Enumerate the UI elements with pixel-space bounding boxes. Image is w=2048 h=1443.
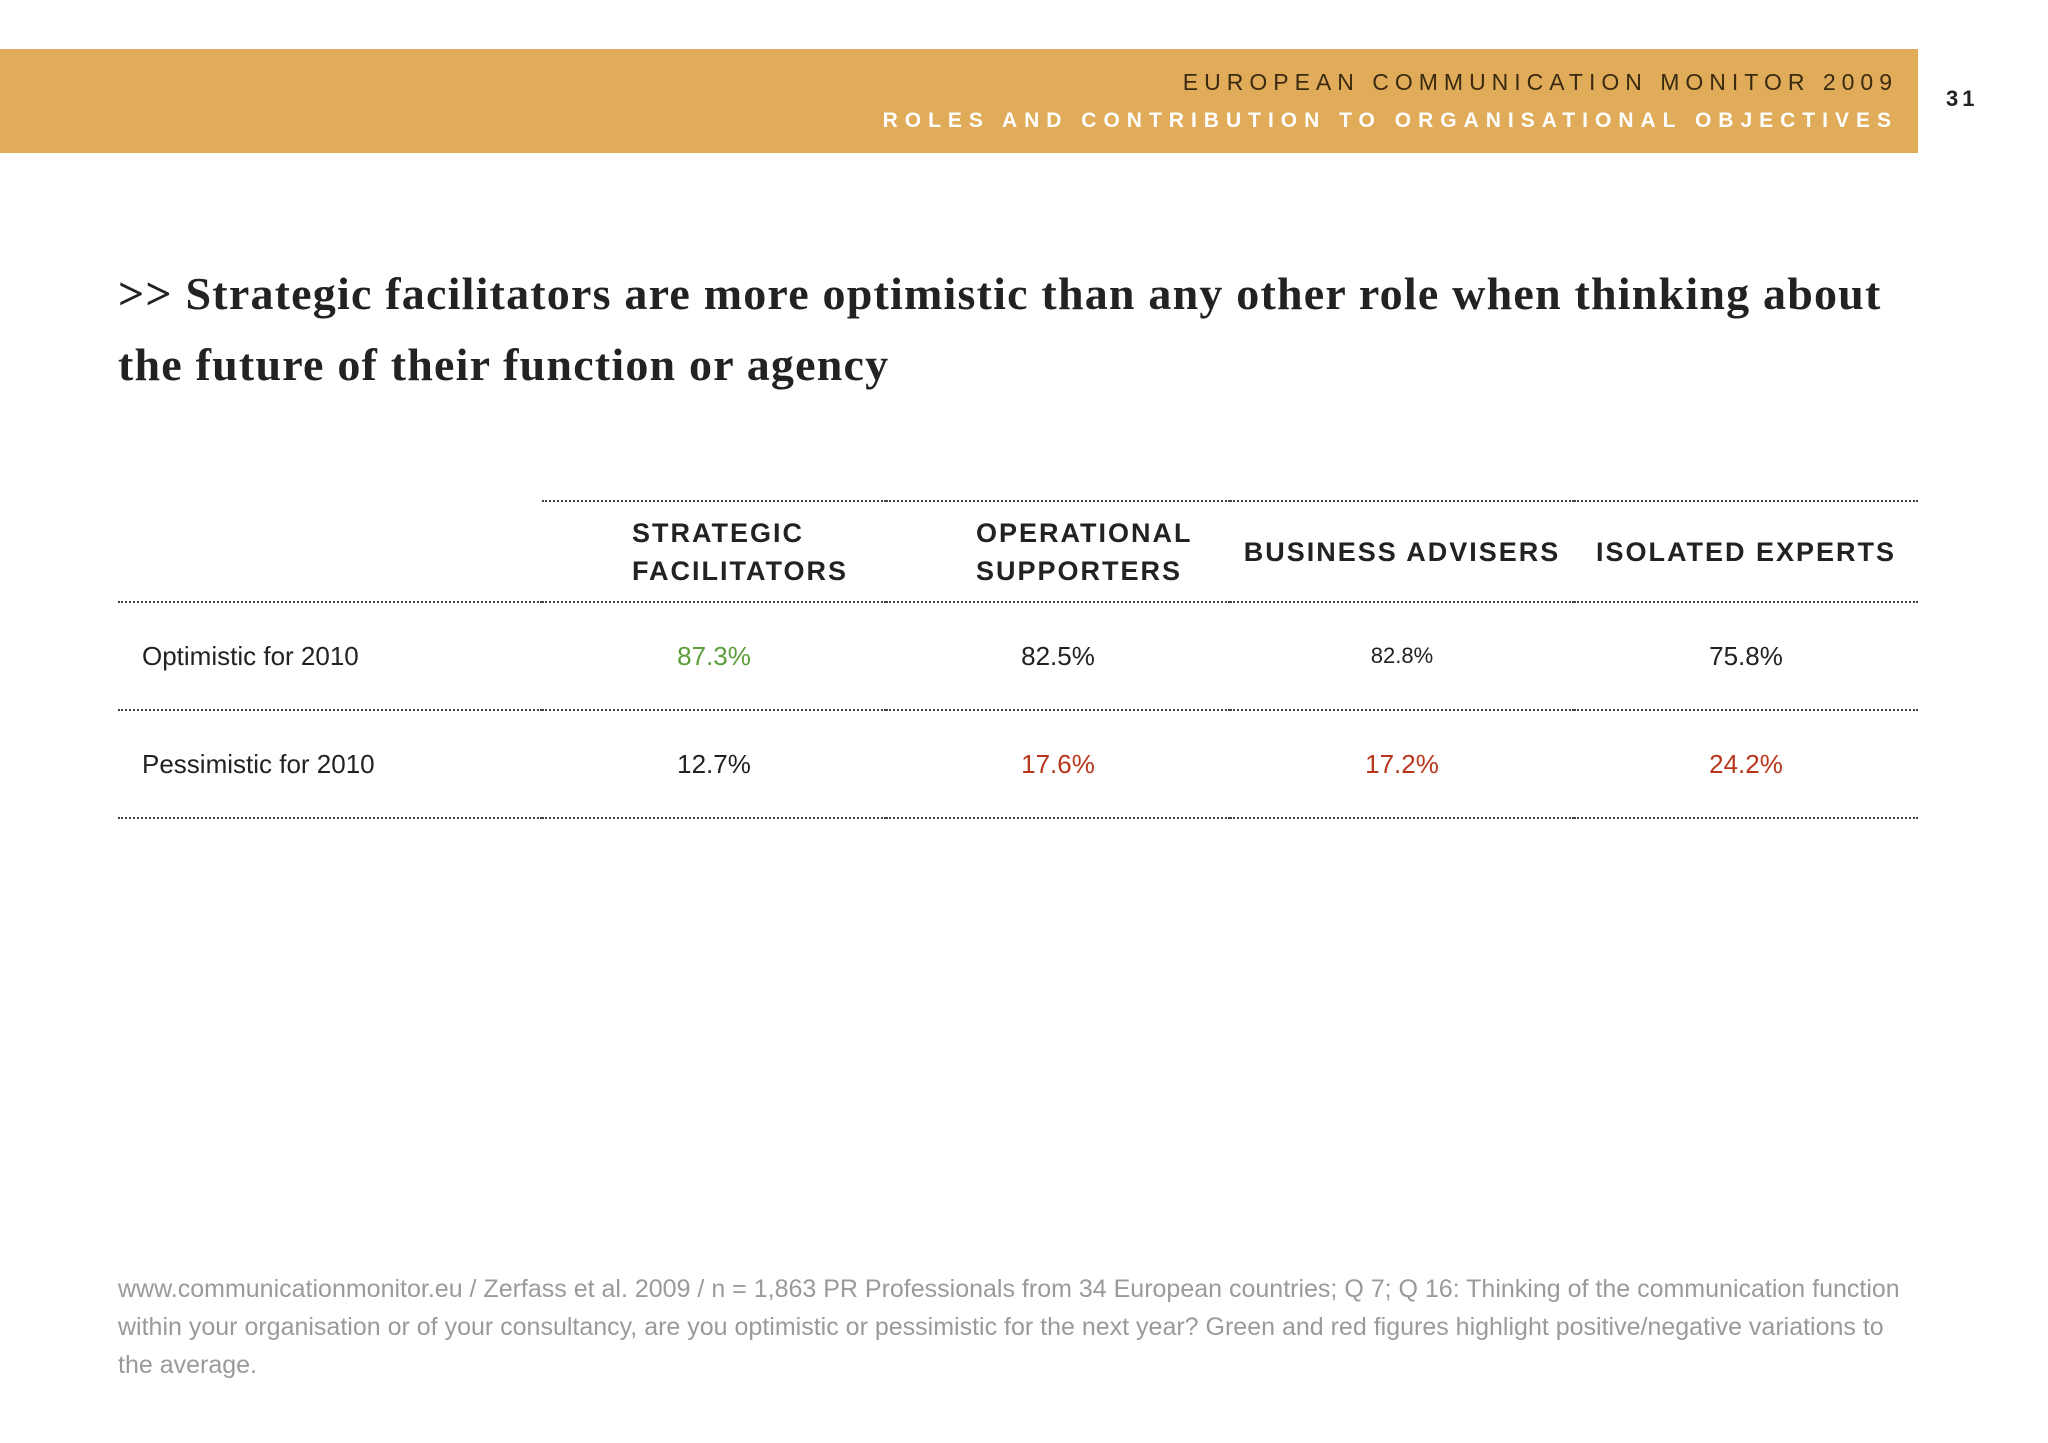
results-table-container: STRATEGIC FACILITATORS OPERATIONAL SUPPO… — [118, 500, 1918, 819]
cell-pessimistic-isolated-experts: 24.2% — [1574, 710, 1918, 819]
table-row-pessimistic: Pessimistic for 2010 12.7% 17.6% 17.2% 2… — [118, 710, 1918, 819]
column-header-strategic-facilitators: STRATEGIC FACILITATORS — [542, 500, 886, 603]
cell-optimistic-operational-supporters: 82.5% — [886, 602, 1230, 711]
page-headline: >> Strategic facilitators are more optim… — [118, 268, 1882, 390]
cell-optimistic-business-advisers: 82.8% — [1230, 602, 1574, 711]
cell-optimistic-strategic-facilitators: 87.3% — [542, 602, 886, 711]
cell-pessimistic-operational-supporters: 17.6% — [886, 710, 1230, 819]
source-footnote: www.communicationmonitor.eu / Zerfass et… — [118, 1275, 1900, 1379]
column-header-operational-supporters: OPERATIONAL SUPPORTERS — [886, 500, 1230, 603]
header-subtitle: ROLES AND CONTRIBUTION TO ORGANISATIONAL… — [882, 109, 1898, 132]
row-label-pessimistic: Pessimistic for 2010 — [118, 710, 542, 819]
table-header-row: STRATEGIC FACILITATORS OPERATIONAL SUPPO… — [118, 500, 1918, 603]
cell-pessimistic-business-advisers: 17.2% — [1230, 710, 1574, 819]
table-row-optimistic: Optimistic for 2010 87.3% 82.5% 82.8% 75… — [118, 602, 1918, 711]
results-table: STRATEGIC FACILITATORS OPERATIONAL SUPPO… — [118, 500, 1918, 819]
table-header-blank — [118, 501, 542, 603]
row-label-optimistic: Optimistic for 2010 — [118, 602, 542, 711]
cell-pessimistic-strategic-facilitators: 12.7% — [542, 710, 886, 819]
cell-optimistic-isolated-experts: 75.8% — [1574, 602, 1918, 711]
header-band: EUROPEAN COMMUNICATION MONITOR 2009 ROLE… — [0, 49, 1918, 153]
page-number: 31 — [1946, 86, 1979, 111]
header-title: EUROPEAN COMMUNICATION MONITOR 2009 — [1182, 69, 1898, 95]
column-header-isolated-experts: ISOLATED EXPERTS — [1574, 500, 1918, 603]
column-header-business-advisers: BUSINESS ADVISERS — [1230, 500, 1574, 603]
